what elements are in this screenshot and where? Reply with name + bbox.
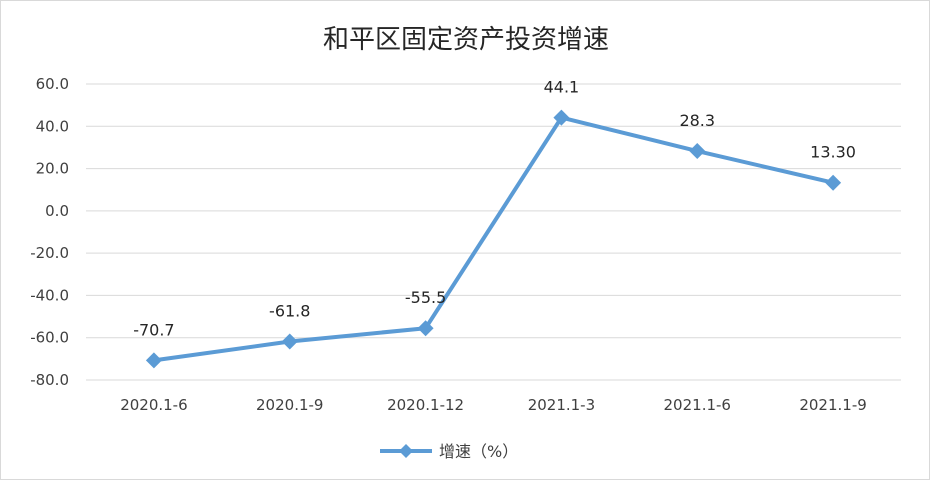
data-point-marker: [689, 143, 706, 160]
data-label: 44.1: [544, 78, 580, 97]
data-point-marker: [417, 320, 434, 337]
y-tick-label: 60.0: [36, 75, 69, 93]
x-tick-label: 2020.1-12: [387, 396, 464, 414]
x-tick-label: 2021.1-3: [528, 396, 595, 414]
legend: 增速（%）: [380, 442, 518, 461]
y-tick-label: -60.0: [30, 329, 69, 347]
series-layer: [145, 109, 842, 369]
y-tick-label: -80.0: [30, 371, 69, 389]
data-labels: -70.7 -61.8 -55.5 44.1 28.3 13.30: [133, 78, 856, 340]
data-point-marker: [553, 109, 570, 126]
data-point-marker: [281, 333, 298, 350]
series-line: [153, 115, 834, 363]
data-label: -55.5: [405, 288, 446, 307]
legend-diamond-marker: [399, 444, 413, 458]
data-label: 13.30: [810, 143, 856, 162]
x-tick-label: 2021.1-9: [799, 396, 866, 414]
y-tick-label: 40.0: [36, 117, 69, 135]
x-tick-label: 2020.1-9: [256, 396, 323, 414]
data-label: 28.3: [679, 111, 715, 130]
x-axis: 2020.1-6 2020.1-9 2020.1-12 2021.1-3 2021.1-…: [120, 396, 867, 414]
y-tick-label: 20.0: [36, 160, 69, 178]
y-tick-label: 0.0: [45, 202, 69, 220]
x-tick-label: 2020.1-6: [120, 396, 187, 414]
gridlines: [86, 83, 901, 381]
x-tick-label: 2021.1-6: [664, 396, 731, 414]
chart-title: 和平区固定资产投资增速: [323, 25, 609, 55]
data-point-marker: [825, 174, 842, 191]
data-point-marker: [145, 352, 162, 369]
data-label: -61.8: [269, 302, 310, 321]
y-tick-label: -20.0: [30, 244, 69, 262]
y-tick-label: -40.0: [30, 286, 69, 304]
y-axis: 60.0 40.0 20.0 0.0 -20.0 -40.0 -60.0 -80.0: [30, 75, 69, 389]
legend-label-series: 增速（%）: [439, 442, 518, 461]
data-label: -70.7: [133, 320, 174, 339]
